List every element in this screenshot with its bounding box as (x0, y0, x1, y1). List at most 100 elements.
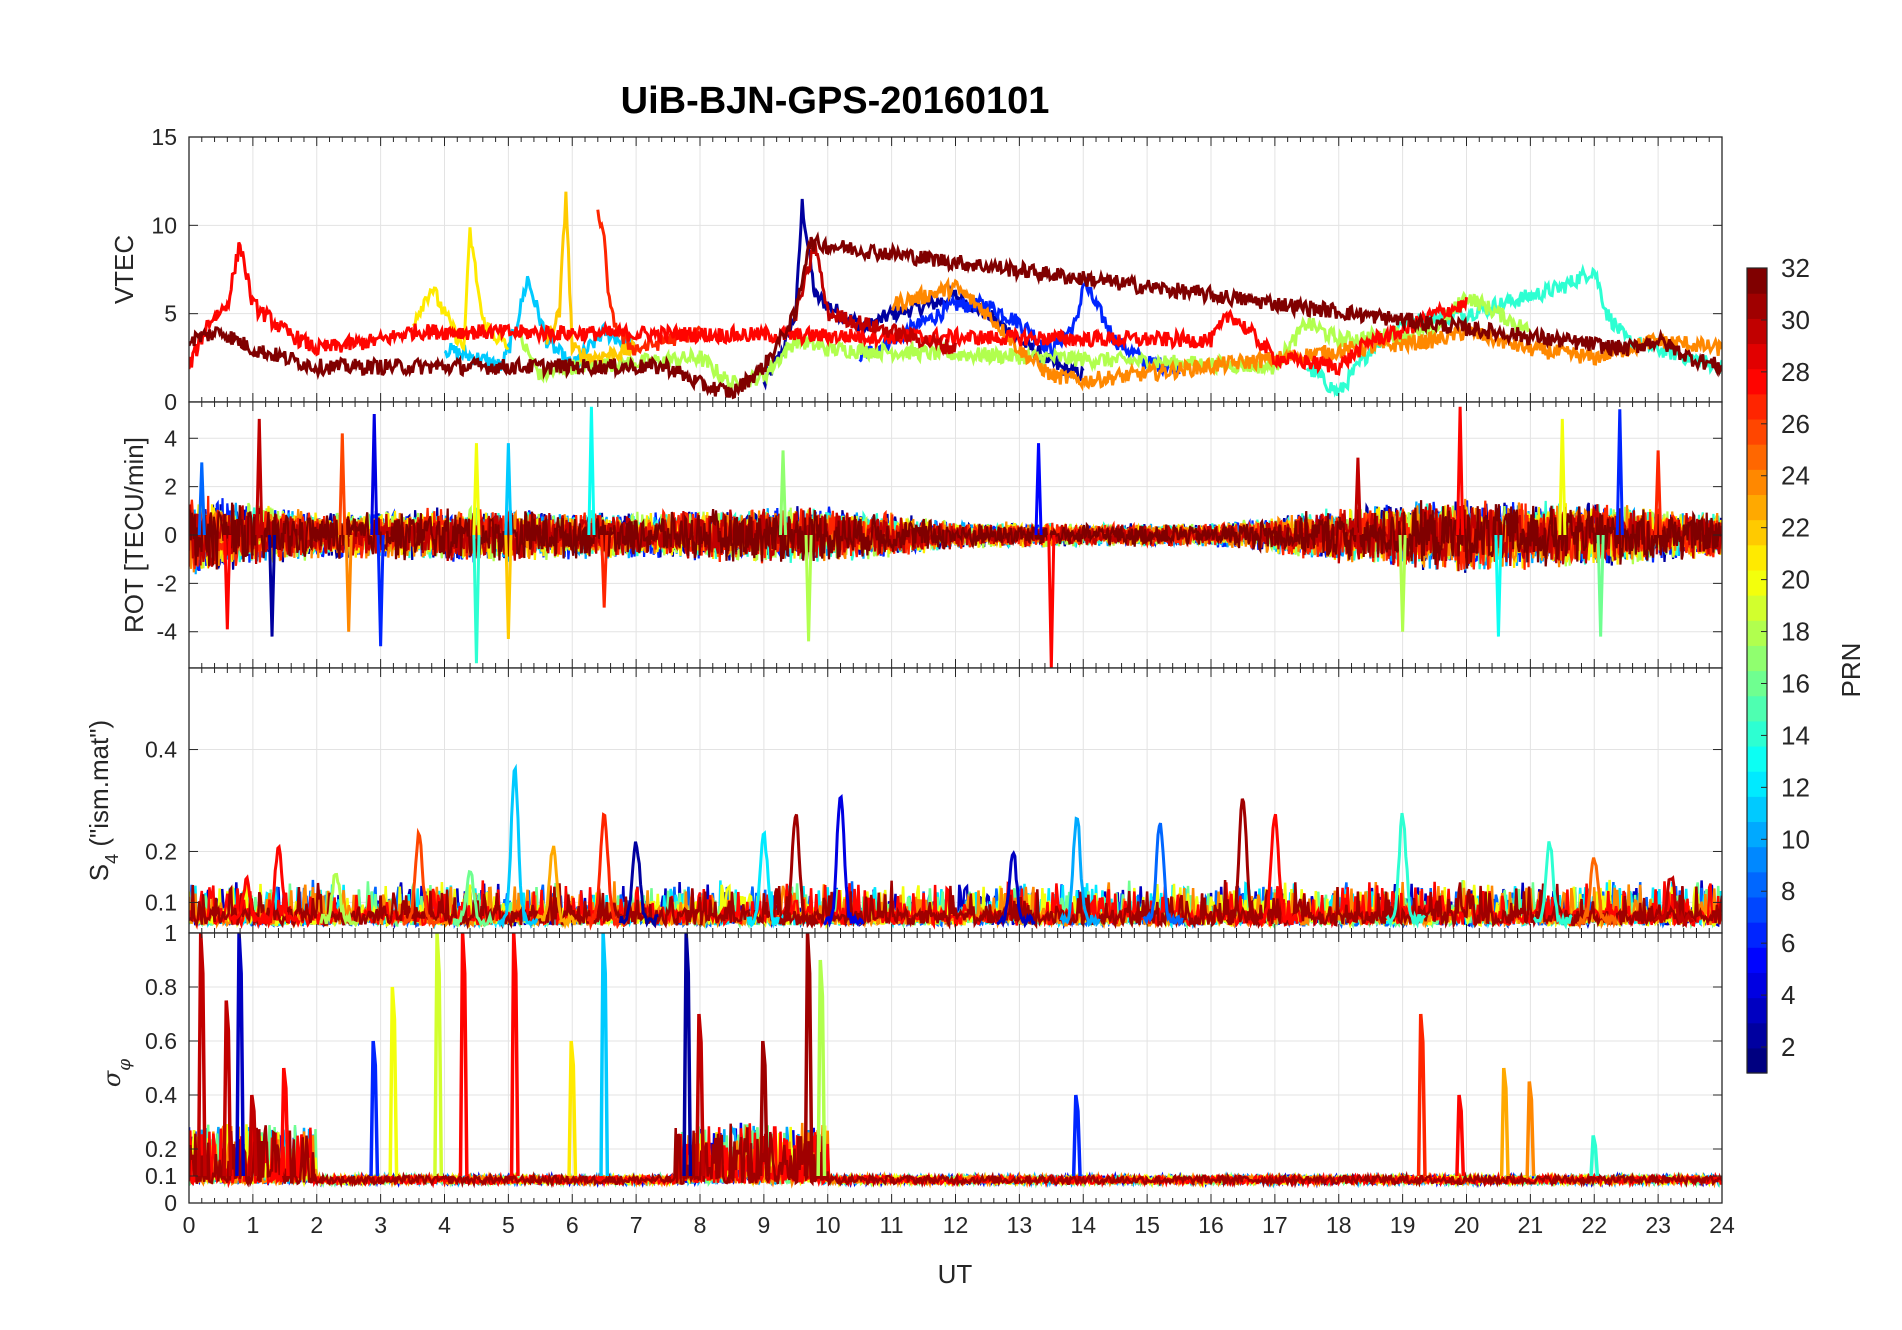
spike-prn-28 (223, 534, 232, 630)
colorbar-step (1747, 595, 1767, 621)
spike-prn-28 (1455, 1094, 1466, 1177)
series-prn-2 (762, 198, 1085, 391)
colorbar-frame (1746, 267, 1768, 1074)
chart-title: UiB-BJN-GPS-20160101 (621, 80, 1050, 122)
y-tick-label: 0.2 (145, 838, 177, 864)
y-tick-label: 5 (164, 301, 177, 327)
y-tick-label: 15 (151, 124, 177, 150)
x-tick-label: 3 (374, 1212, 387, 1238)
series-prn-28 (189, 241, 1468, 376)
spike-prn-28 (1047, 534, 1056, 668)
spike-prn-30 (255, 418, 264, 536)
spike-prn-31 (803, 933, 814, 1177)
spike-prn-30 (1353, 457, 1362, 536)
spike-prn-30 (196, 933, 207, 1177)
spike-prn-13 (1494, 534, 1503, 637)
y-tick-label: 2 (164, 474, 177, 500)
x-tick-label: 23 (1645, 1212, 1671, 1238)
spike-prn-24 (344, 534, 353, 632)
x-tick-label: 18 (1326, 1212, 1352, 1238)
colorbar-tick-label: 10 (1781, 824, 1810, 854)
spike-prn-5 (1034, 443, 1043, 536)
spike-prn-6 (369, 1040, 380, 1177)
spike-prn-20 (388, 986, 399, 1177)
y-tick-label: -2 (157, 570, 177, 596)
peak-prn-14 (1532, 841, 1573, 930)
colorbar-step (1747, 846, 1767, 873)
colorbar-tick-label: 18 (1781, 617, 1810, 647)
spike-prn-11 (599, 933, 610, 1177)
colorbar-tick-label: 14 (1781, 720, 1810, 750)
spike-prn-3 (235, 933, 246, 1177)
peak-prn-10 (1059, 816, 1101, 928)
colorbar-step (1747, 343, 1767, 370)
spike-prn-30 (222, 1000, 233, 1177)
colorbar-step (1747, 368, 1767, 395)
colorbar-step (1747, 268, 1767, 294)
peak-prn-16 (452, 869, 494, 929)
colorbar-step (1747, 1047, 1767, 1074)
series-prn-24 (891, 276, 1722, 392)
colorbar-tick-label: 6 (1781, 928, 1795, 958)
spike-prn-27 (1416, 1013, 1427, 1177)
x-tick-label: 22 (1581, 1212, 1607, 1238)
colorbar-step (1747, 544, 1767, 571)
y-axis-label: ROT [TECU/min] (119, 437, 149, 633)
peak-prn-23 (535, 845, 577, 930)
y-tick-label: 0.4 (145, 737, 177, 763)
x-tick-label: 10 (815, 1212, 841, 1238)
spike-prn-24 (1525, 1081, 1536, 1177)
x-ticks (188, 668, 1723, 933)
spike-prn-17 (778, 450, 788, 536)
colorbar-step (1747, 871, 1767, 898)
peak-prn-3 (996, 850, 1036, 929)
colorbar-step (1747, 645, 1767, 672)
series-prn-6 (858, 276, 1181, 378)
x-ticks (188, 137, 1723, 402)
x-tick-label: 9 (757, 1212, 770, 1238)
y-tick-label: 0.1 (145, 889, 177, 915)
y-tick-label: 0.1 (145, 1163, 177, 1189)
spike-prn-30 (695, 1013, 705, 1177)
y-tick-label: 0.4 (145, 1082, 177, 1108)
y-tick-label: 0.6 (145, 1028, 177, 1054)
y-tick-label: 1 (164, 920, 177, 946)
x-tick-label: 4 (438, 1212, 451, 1238)
spike-prn-20 (472, 443, 481, 536)
colorbar-step (1747, 695, 1767, 722)
spike-prn-13 (587, 406, 596, 536)
spike-prn-22 (504, 534, 513, 640)
spike-prn-18 (816, 959, 827, 1177)
peak-prn-12 (746, 830, 787, 929)
y-axis-label: S4 ("ism.mat") (84, 720, 122, 881)
x-tick-label: 13 (1007, 1212, 1033, 1238)
colorbar-step (1747, 670, 1767, 697)
spike-prn-23 (1499, 1067, 1510, 1177)
y-tick-label: 4 (164, 425, 177, 451)
colorbar-step (1747, 720, 1767, 747)
x-tick-label: 17 (1262, 1212, 1288, 1238)
y-tick-label: 0 (164, 1190, 177, 1216)
peak-prn-28 (261, 843, 301, 929)
peak-prn-28 (229, 874, 269, 926)
peak-prn-8 (1142, 822, 1184, 927)
x-tick-label: 20 (1454, 1212, 1480, 1238)
y-tick-label: 10 (151, 212, 177, 238)
x-axis-label: UT (938, 1259, 973, 1289)
colorbar-step (1747, 444, 1767, 470)
peak-prn-2 (618, 841, 659, 929)
colorbar-tick-label: 32 (1781, 253, 1810, 283)
y-axis-label: VTEC (109, 235, 139, 304)
colorbar-step (1747, 972, 1767, 999)
y-axis-label: σφ (98, 1059, 135, 1087)
panel-rot: -4 -2 0 2 4 ROT [TECU/min] (119, 401, 1723, 669)
colorbar-step (1747, 620, 1767, 646)
series-prn-31 (189, 1123, 1722, 1189)
spike-prn-6 (1615, 409, 1624, 536)
colorbar-tick-label: 8 (1781, 876, 1795, 906)
grid (188, 136, 1723, 403)
colorbar-tick-label: 2 (1781, 1032, 1795, 1062)
series-prn-22 (545, 191, 638, 365)
